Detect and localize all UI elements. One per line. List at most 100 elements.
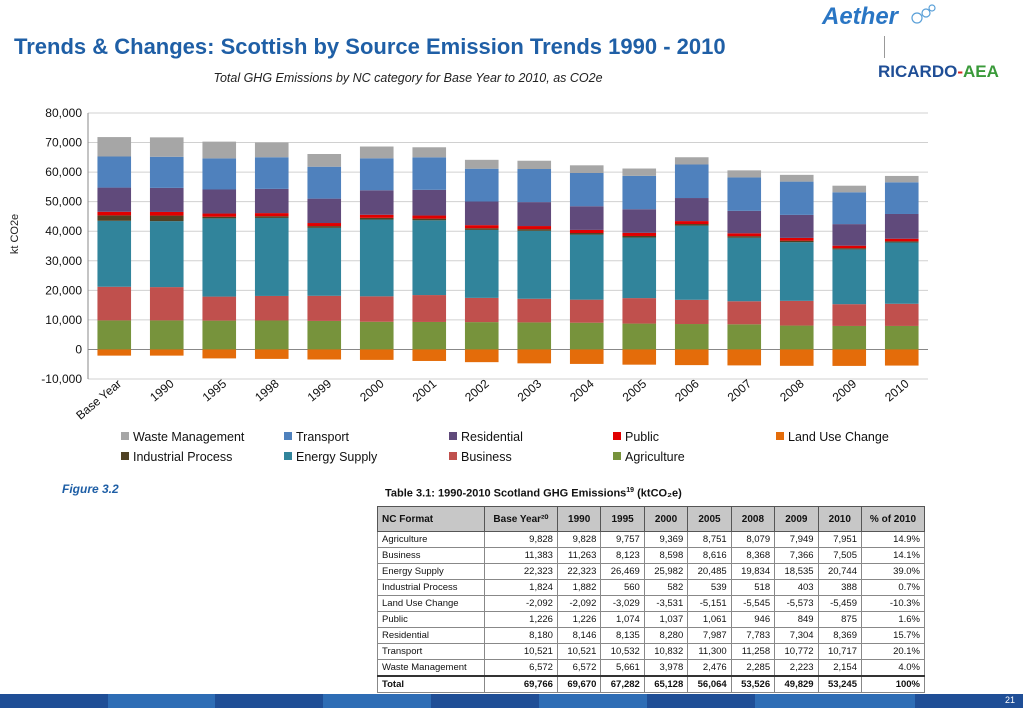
table-cell: 20.1% — [861, 643, 925, 660]
bar-segment — [359, 296, 394, 322]
table-cell: Residential — [377, 627, 485, 644]
table-cell: 7,949 — [774, 531, 819, 548]
bar-segment — [517, 322, 552, 350]
bar-segment — [727, 177, 762, 211]
table-cell: 6,572 — [483, 659, 558, 677]
table-header-cell: 2000 — [643, 506, 689, 532]
table-cell: 2,285 — [730, 659, 776, 677]
bar-segment — [254, 295, 289, 321]
table-cell: 7,366 — [774, 547, 819, 564]
bar-segment — [412, 147, 447, 158]
table-cell: 8,079 — [730, 531, 776, 548]
table-cell: 946 — [730, 611, 776, 628]
table-cell: -3,531 — [643, 595, 689, 612]
footer-segment — [915, 694, 1023, 708]
bar-segment — [779, 214, 814, 238]
x-tick-label: 2006 — [672, 376, 702, 404]
bar-segment — [97, 215, 132, 221]
table-cell: 4.0% — [861, 659, 925, 677]
bar-segment — [569, 322, 604, 350]
bar-segment — [779, 242, 814, 301]
bar-segment — [464, 322, 499, 350]
table-cell: 11,383 — [483, 547, 558, 564]
bar-segment — [779, 325, 814, 350]
table-cell: -5,573 — [774, 595, 819, 612]
legend-label: Industrial Process — [133, 450, 232, 464]
x-tick-labels: Base Year 1990 1995 1998 1999 2000 2001 2002 200… — [73, 376, 912, 422]
table-header-cell: 1990 — [556, 506, 602, 532]
bar-segment — [149, 221, 184, 288]
bar-segment — [464, 297, 499, 323]
table-header-cell: 2008 — [730, 506, 776, 532]
table-cell: Energy Supply — [377, 563, 485, 580]
table-cell: 25,982 — [643, 563, 689, 580]
logo-dash: - — [957, 62, 964, 81]
logo-divider — [884, 36, 885, 58]
legend-swatch — [121, 432, 129, 440]
x-tick-label: 2002 — [462, 376, 492, 404]
page-title: Trends & Changes: Scottish by Source Emi… — [14, 34, 726, 59]
bar-segment — [779, 240, 814, 243]
bar-segment — [202, 216, 237, 219]
legend-label: Land Use Change — [788, 430, 889, 444]
ricardo-text: RICARDO — [878, 62, 958, 81]
y-tick-labels: -10,000 0 10,000 20,000 30,000 40,000 50,000 60… — [41, 106, 82, 386]
bar-segment — [97, 320, 132, 350]
table-cell: Transport — [377, 643, 485, 660]
bar-segment — [202, 296, 237, 321]
table-cell: Agriculture — [377, 531, 485, 548]
bar-segment — [202, 141, 237, 159]
table-cell: 8,751 — [687, 531, 732, 548]
table-cell: 3,978 — [643, 659, 689, 677]
bar-segment — [202, 158, 237, 190]
footer-segment — [0, 694, 108, 708]
bar-segment — [307, 166, 342, 199]
bar-segment — [307, 198, 342, 224]
table-cell: 49,829 — [774, 675, 819, 693]
bar-segment — [254, 320, 289, 350]
x-tick-label: 2007 — [725, 376, 755, 404]
table-header-cell: 1995 — [600, 506, 645, 532]
x-tick-label: 2005 — [620, 376, 650, 404]
bar-segment — [569, 234, 604, 300]
table-row: Business 11,383 11,263 8,123 8,598 8,616 8,368… — [377, 547, 925, 564]
table-row: Waste Management 6,572 6,572 5,661 3,978 2,47… — [377, 659, 925, 677]
table-cell: 539 — [687, 579, 732, 596]
bar-segment — [727, 233, 762, 237]
bar-segment — [412, 157, 447, 190]
bar-segment — [674, 349, 709, 366]
table-row: Public 1,226 1,226 1,074 1,037 1,061 946 849 875… — [377, 611, 925, 628]
bar-segment — [254, 217, 289, 296]
y-tick-label: 30,000 — [45, 254, 82, 268]
bar-segment — [569, 299, 604, 323]
bar-segment — [307, 227, 342, 296]
table-cell: 9,757 — [600, 531, 645, 548]
table-cell: 22,323 — [556, 563, 602, 580]
bar-segment — [622, 349, 657, 365]
table-cell: Total — [377, 675, 485, 693]
bar-segment — [464, 349, 499, 363]
table-cell: Land Use Change — [377, 595, 485, 612]
bar-segment — [622, 209, 657, 233]
table-cell: 11,263 — [556, 547, 602, 564]
bar-segment — [832, 349, 867, 366]
bar-segment — [254, 216, 289, 218]
legend-swatch — [121, 452, 129, 460]
bar-segment — [517, 202, 552, 227]
bar-segment — [517, 298, 552, 323]
bar-segment — [359, 214, 394, 218]
table-cell: 560 — [600, 579, 645, 596]
bar-segment — [884, 175, 919, 183]
table-cell: 53,245 — [817, 675, 863, 693]
table-header-cell: 2005 — [687, 506, 732, 532]
bar-segment — [779, 237, 814, 241]
bar-segment — [307, 154, 342, 167]
bar-segment — [412, 321, 447, 350]
table-cell: 875 — [817, 611, 863, 628]
bar-segment — [464, 229, 499, 298]
table-caption-unit: (ktCO₂e) — [637, 487, 682, 500]
bar-segment — [359, 321, 394, 350]
bar-segment — [97, 187, 132, 212]
bar-segment — [149, 215, 184, 222]
bar-segment — [884, 303, 919, 326]
